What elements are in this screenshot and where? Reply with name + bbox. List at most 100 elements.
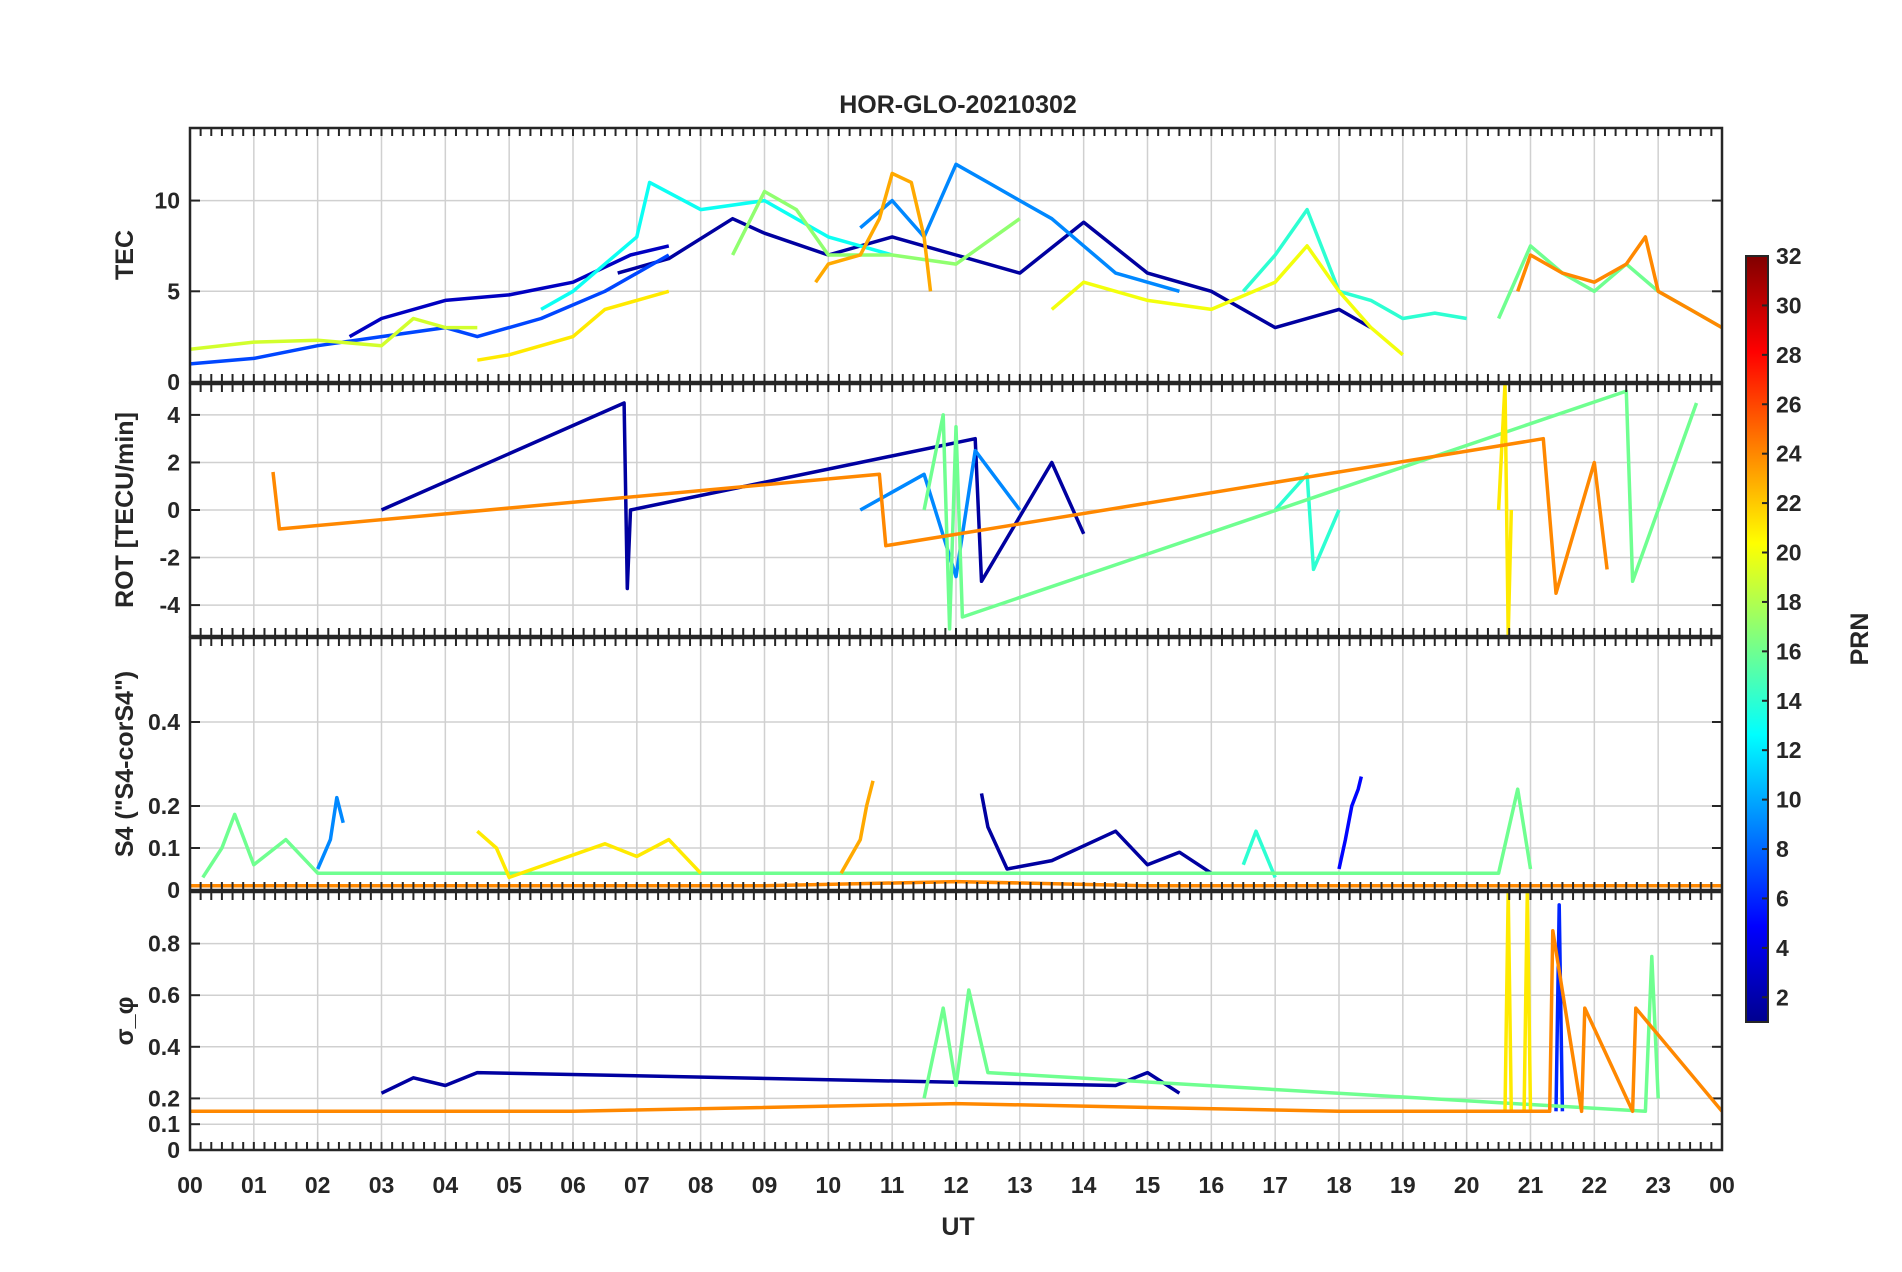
x-tick-label: 10 [816, 1172, 842, 1198]
y-tick-label: 0 [167, 1137, 180, 1163]
colorbar-tick-label: 14 [1776, 688, 1802, 714]
series-prn-2 [380, 1070, 1181, 1095]
x-tick-label: 01 [241, 1172, 267, 1198]
colorbar-tick-label: 24 [1776, 441, 1802, 467]
colorbar-tick-label: 16 [1776, 638, 1802, 664]
series-prn-23 [814, 171, 933, 292]
series-prn-16 [1496, 244, 1722, 330]
x-tick-label: 05 [496, 1172, 522, 1198]
x-tick-label: 03 [369, 1172, 395, 1198]
y-axis-label: ROT [TECU/min] [111, 412, 139, 608]
x-tick-label: 17 [1262, 1172, 1288, 1198]
y-tick-label: 0 [167, 369, 180, 395]
x-tick-label: 21 [1518, 1172, 1544, 1198]
y-tick-label: 0.4 [148, 709, 180, 735]
y-tick-label: 0.2 [148, 1085, 180, 1111]
x-axis: 00 01 02 03 04 05 06 07 08 09 10 11 12 13 14 15 16 17 18 19… [177, 1172, 1735, 1198]
y-tick-label: -2 [160, 545, 180, 571]
colorbar-tick-label: 8 [1776, 836, 1789, 862]
y-tick-label: 0.2 [148, 793, 180, 819]
axes-box [188, 636, 1724, 892]
colorbar-tick-label: 26 [1776, 391, 1802, 417]
series-prn-2 [979, 793, 1213, 875]
x-tick-label: 00 [1709, 1172, 1735, 1198]
colorbar-tick-label: 20 [1776, 540, 1802, 566]
y-axis-label: TEC [111, 230, 139, 280]
series-prn-24 [190, 928, 1722, 1114]
x-tick-label: 04 [433, 1172, 459, 1198]
series-group [190, 162, 1722, 366]
y-tick-label: 0.1 [148, 1111, 180, 1137]
x-tick-label: 06 [560, 1172, 586, 1198]
x-tick-label: 20 [1454, 1172, 1480, 1198]
series-group [190, 892, 1722, 1114]
series-prn-6 [1554, 903, 1565, 1112]
series-prn-21 [476, 829, 702, 880]
colorbar-tick-label: 22 [1776, 490, 1802, 516]
colorbar-tick-label: 4 [1776, 935, 1789, 961]
series-prn-9 [859, 448, 1022, 579]
series-prn-23 [839, 780, 875, 875]
x-tick-label: 12 [943, 1172, 969, 1198]
series-prn-14 [1241, 207, 1467, 321]
axes-box [188, 890, 1724, 1152]
series-prn-16 [922, 389, 1699, 631]
colorbar-tick-label: 32 [1776, 243, 1802, 269]
y-tick-label: 2 [167, 449, 180, 475]
series-prn-9 [316, 795, 345, 870]
axes-box [188, 382, 1724, 638]
series-prn-17 [731, 189, 1021, 266]
x-tick-label: 13 [1007, 1172, 1033, 1198]
y-axis-label: S4 ("S4-corS4") [111, 671, 139, 857]
y-tick-label: 0.6 [148, 982, 180, 1008]
x-tick-label: 15 [1135, 1172, 1161, 1198]
x-axis-label: UT [941, 1213, 974, 1241]
y-tick-label: 0 [167, 877, 180, 903]
colorbar-tick-label: 18 [1776, 589, 1802, 615]
series-prn-21 [1503, 892, 1533, 1114]
x-tick-label: 07 [624, 1172, 650, 1198]
series-group [271, 384, 1699, 636]
x-tick-label: 08 [688, 1172, 714, 1198]
series-prn-5 [1337, 776, 1363, 870]
y-tick-label: 0.4 [148, 1034, 180, 1060]
series-prn-9 [859, 162, 1180, 293]
panel-tec: 0 5 10 TEC [111, 126, 1724, 395]
chart-title: HOR-GLO-20210302 [839, 91, 1077, 119]
y-tick-label: 10 [154, 188, 180, 214]
colorbar-tick-label: 12 [1776, 737, 1802, 763]
x-tick-label: 16 [1199, 1172, 1225, 1198]
x-tick-label: 22 [1582, 1172, 1608, 1198]
panel-sigma_phi: 00.10.2 0.4 0.6 0.8 σ_φ [111, 890, 1724, 1163]
series-prn-14 [1273, 472, 1341, 572]
x-tick-label: 11 [880, 1172, 905, 1198]
y-tick-label: -4 [160, 592, 181, 618]
series-prn-16 [922, 954, 1660, 1114]
x-tick-label: 02 [305, 1172, 331, 1198]
colorbar-tick-label: 28 [1776, 342, 1802, 368]
x-tick-label: 00 [177, 1172, 203, 1198]
colorbar-label: PRN [1846, 613, 1874, 666]
colorbar-scale [1745, 255, 1769, 1023]
y-tick-label: 0.8 [148, 931, 180, 957]
colorbar-tick-label: 2 [1776, 984, 1789, 1010]
x-tick-label: 23 [1645, 1172, 1671, 1198]
x-tick-label: 14 [1071, 1172, 1097, 1198]
y-tick-label: 5 [167, 278, 180, 304]
series-prn-2 [380, 401, 1086, 591]
y-tick-label: 0 [167, 497, 180, 523]
series-prn-14 [1241, 829, 1277, 879]
axes-box [188, 126, 1724, 384]
series-prn-19 [190, 316, 478, 352]
series-prn-20 [1050, 244, 1404, 357]
series-prn-3 [348, 244, 670, 339]
colorbar-tick-label: 6 [1776, 885, 1789, 911]
series-prn-24 [271, 436, 1609, 595]
x-tick-label: 09 [752, 1172, 778, 1198]
x-tick-label: 19 [1390, 1172, 1416, 1198]
series-prn-21 [477, 289, 670, 362]
y-tick-label: 0.1 [148, 835, 180, 861]
